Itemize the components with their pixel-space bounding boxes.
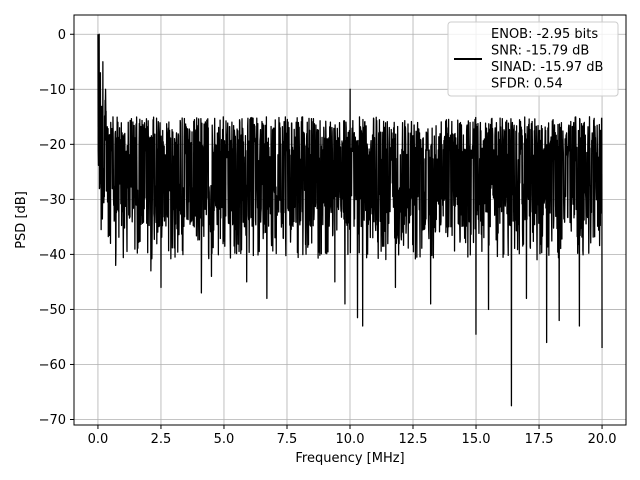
x-tick-label: 12.5 bbox=[399, 432, 428, 447]
legend-snr: SNR: -15.79 dB bbox=[491, 44, 589, 59]
legend-box bbox=[447, 21, 619, 97]
y-axis-label: PSD [dB] bbox=[14, 191, 29, 249]
psd-trace bbox=[97, 33, 603, 407]
x-tick-label: 7.5 bbox=[277, 432, 298, 447]
y-tick-label: −50 bbox=[39, 303, 66, 318]
x-tick-label: 10.0 bbox=[336, 432, 365, 447]
y-tick-label: −10 bbox=[39, 83, 66, 98]
x-tick-label: 20.0 bbox=[588, 432, 617, 447]
y-axis-ticks: 0 −10 −20 −30 −40 −50 −60 −70 bbox=[39, 28, 74, 428]
x-tick-label: 5.0 bbox=[214, 432, 235, 447]
x-tick-label: 0.0 bbox=[88, 432, 109, 447]
legend-sinad: SINAD: -15.97 dB bbox=[491, 60, 603, 75]
x-axis-ticks: 0.0 2.5 5.0 7.5 10.0 12.5 15.0 17.5 20.0 bbox=[88, 425, 617, 447]
y-tick-label: 0 bbox=[58, 28, 66, 43]
y-tick-label: −60 bbox=[39, 358, 66, 373]
y-tick-label: −70 bbox=[39, 413, 66, 428]
x-tick-label: 17.5 bbox=[525, 432, 554, 447]
y-tick-label: −20 bbox=[39, 138, 66, 153]
y-tick-label: −30 bbox=[39, 193, 66, 208]
x-axis-label: Frequency [MHz] bbox=[295, 451, 404, 466]
legend-sfdr: SFDR: 0.54 bbox=[491, 77, 563, 92]
psd-series-line bbox=[97, 33, 603, 407]
legend: ENOB: -2.95 bits SNR: -15.79 dB SINAD: -… bbox=[447, 21, 619, 97]
x-tick-label: 15.0 bbox=[462, 432, 491, 447]
legend-enob: ENOB: -2.95 bits bbox=[491, 27, 598, 42]
y-tick-label: −40 bbox=[39, 248, 66, 263]
x-tick-label: 2.5 bbox=[151, 432, 172, 447]
